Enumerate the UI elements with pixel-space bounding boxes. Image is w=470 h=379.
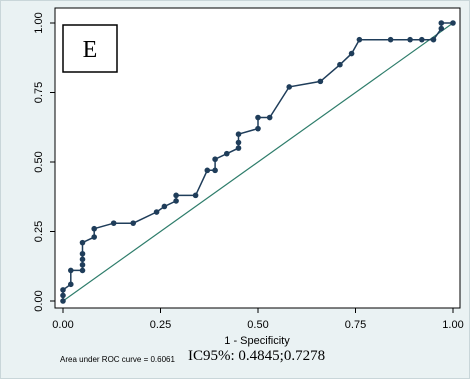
auc-annotation: Area under ROC curve = 0.6061 [60,355,176,364]
y-tick-label: 0.00 [33,290,45,311]
roc-point [235,145,242,151]
series-layer [60,20,456,304]
roc-point [91,234,97,240]
panel-label: E [83,37,98,63]
roc-point [430,36,437,43]
roc-point [68,267,74,274]
roc-point [68,281,74,288]
y-tick-label: 0.75 [33,82,45,103]
y-tick-label: 0.25 [33,221,45,242]
roc-point [438,25,445,32]
roc-point [255,114,261,121]
roc-point [407,36,413,43]
x-tick-label: 0.25 [150,319,171,331]
roc-point [212,156,218,163]
roc-point [348,50,355,57]
roc-point [79,256,86,263]
x-tick-label: 1.00 [442,319,463,331]
roc-point [79,239,86,246]
roc-point [173,198,179,204]
roc-point [153,209,160,215]
roc-point [356,36,363,43]
roc-point [130,220,136,226]
roc-point [224,150,230,157]
x-tick-label: 0.50 [247,319,268,331]
roc-point [161,203,168,210]
panel-label-box [62,24,118,73]
roc-point [212,167,218,174]
roc-point [255,125,261,132]
roc-point [438,20,445,26]
reference-line [62,22,454,302]
roc-point [387,36,394,43]
x-tick-label: 0.75 [345,319,366,331]
y-tick-label: 0.50 [33,151,45,172]
roc-point [91,225,97,232]
x-tick-label: 0.00 [52,319,73,331]
roc-point [79,267,86,274]
roc-point [419,36,425,43]
roc-point [173,192,179,199]
roc-point [60,298,66,304]
roc-point [235,139,242,146]
roc-point [79,262,86,268]
roc-point [110,220,117,226]
roc-point [317,78,324,85]
axes: 0.00 0.25 0.50 0.75 1.00 0.00 0.25 0.50 0.75 1.00 [33,12,464,331]
roc-point [192,192,199,199]
ci-annotation: IC95%: 0.4845;0.7278 [188,348,325,364]
roc-point [60,292,66,299]
roc-point [450,20,456,26]
y-tick-label: 1.00 [33,12,45,33]
roc-point [266,114,273,121]
roc-point [60,287,66,293]
roc-point [235,131,242,137]
roc-point [204,167,211,174]
roc-point [286,84,293,90]
roc-point [79,250,86,257]
roc-point [337,61,343,68]
x-axis-label: 1 - Specificity [224,335,290,347]
